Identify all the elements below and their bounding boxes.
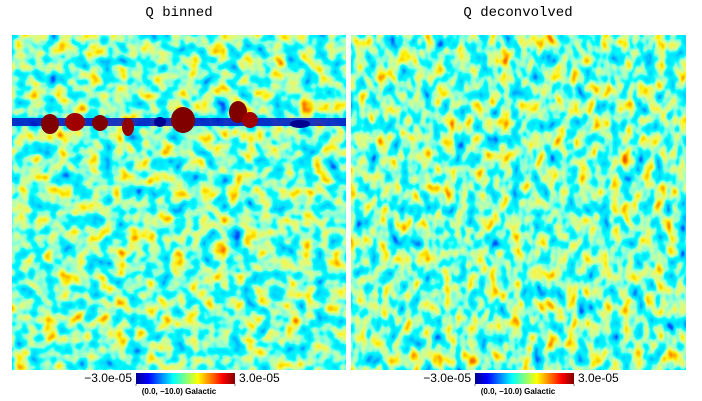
colorbar-label: 3.0e-05	[239, 371, 280, 385]
coordinate-label: (0.0, −10.0) Galactic	[142, 387, 217, 396]
colorbar-label: 3.0e-05	[578, 371, 619, 385]
panel-title: Q binned	[145, 5, 212, 21]
map-binned	[12, 35, 346, 370]
galactic-plane	[12, 101, 346, 136]
panel-title: Q deconvolved	[463, 5, 572, 21]
colorbar-label: −3.0e-05	[84, 371, 132, 385]
colorbar	[475, 373, 574, 384]
coordinate-label: (0.0, −10.0) Galactic	[481, 387, 556, 396]
colorbar-label: −3.0e-05	[423, 371, 471, 385]
colorbar	[136, 373, 235, 384]
map-deconvolved	[351, 35, 686, 370]
